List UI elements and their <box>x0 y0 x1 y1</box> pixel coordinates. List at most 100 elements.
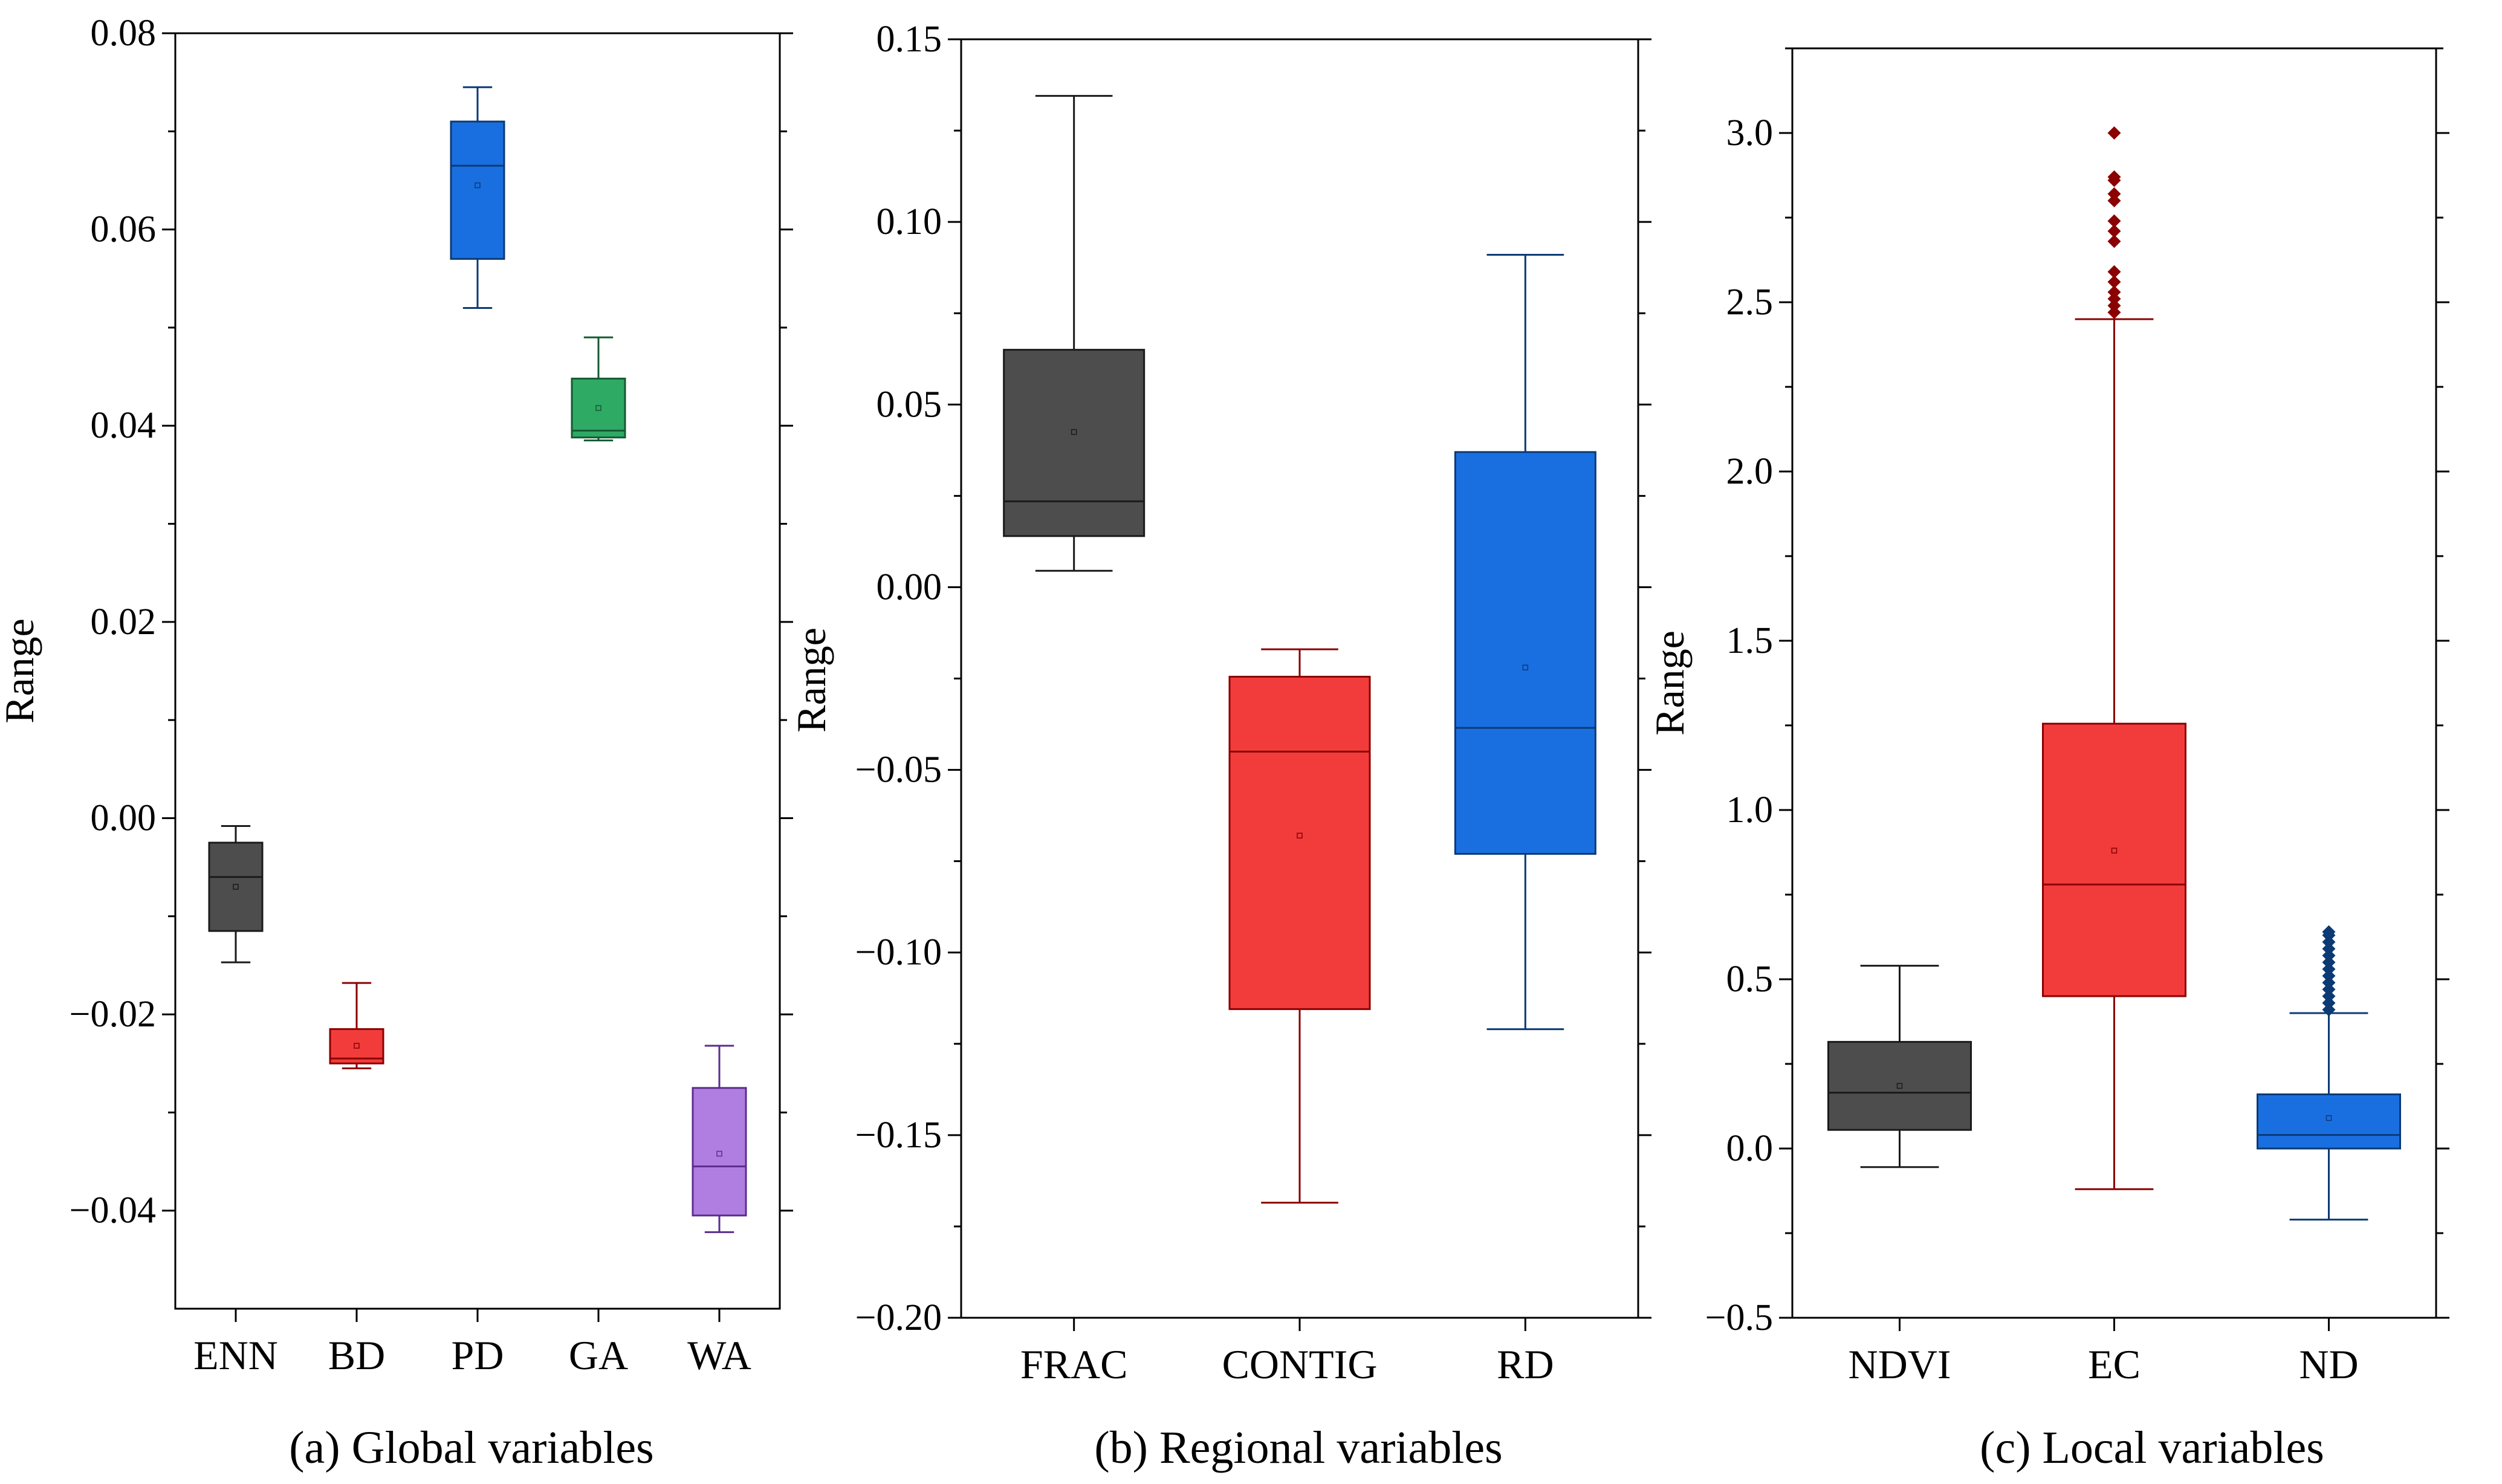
mean-marker <box>2111 847 2118 854</box>
box-body <box>208 841 264 932</box>
outlier-point <box>2107 224 2121 238</box>
x-category-label: ND <box>2299 1341 2358 1387</box>
y-tick-label: −0.5 <box>1705 1297 1773 1338</box>
y-tick-label: 0.0 <box>1726 1128 1774 1169</box>
outlier-point <box>2322 982 2336 996</box>
y-tick-label: 0.5 <box>1726 959 1774 1000</box>
y-tick-label: −0.15 <box>855 1115 942 1156</box>
y-tick-label: 3.0 <box>1726 112 1774 154</box>
x-category-label: EC <box>2088 1341 2141 1387</box>
mean-marker <box>2325 1115 2332 1121</box>
outlier-point <box>2107 126 2121 140</box>
mean-marker <box>475 182 481 189</box>
y-tick-label: 0.02 <box>91 601 157 643</box>
outlier-point <box>2322 1003 2336 1017</box>
box-ec: EC <box>2042 126 2186 1387</box>
outlier-point <box>2107 214 2121 228</box>
outlier-point <box>2107 235 2121 248</box>
outlier-point <box>2322 942 2336 956</box>
outlier-point <box>2107 305 2121 319</box>
mean-marker <box>354 1043 360 1049</box>
x-category-label: PD <box>452 1332 504 1378</box>
mean-marker <box>233 884 239 890</box>
outlier-point <box>2107 285 2121 299</box>
x-category-label: WA <box>687 1332 751 1378</box>
panel-1: −0.04 −0.02 0.00 0.02 0.04 0.06 0.08 Range ENN BD… <box>0 13 793 1473</box>
y-axis-title: Range <box>788 627 834 733</box>
x-category-label: GA <box>569 1332 628 1378</box>
y-axis-title: Range <box>0 618 42 724</box>
y-axis-title: Range <box>1647 630 1693 736</box>
box-body <box>1827 1041 1972 1131</box>
y-tick-label: 0.10 <box>877 201 942 242</box>
panel-caption: (b) Regional variables <box>1094 1422 1502 1473</box>
y-tick-label: −0.02 <box>70 994 156 1035</box>
y-tick-label: −0.04 <box>70 1190 156 1231</box>
x-category-label: ENN <box>193 1332 278 1378</box>
y-tick-label: −0.20 <box>855 1297 942 1338</box>
y-tick-label: 0.05 <box>877 384 942 425</box>
outlier-point <box>2322 969 2336 983</box>
box-ndvi: NDVI <box>1827 965 1972 1387</box>
mean-marker <box>1896 1083 1903 1089</box>
outlier-point <box>2107 265 2121 279</box>
x-category-label: RD <box>1497 1341 1554 1387</box>
outlier-point <box>2322 990 2336 1003</box>
x-category-label: FRAC <box>1020 1341 1128 1387</box>
mean-marker <box>595 405 601 411</box>
outlier-point <box>2322 925 2336 939</box>
outlier-point <box>2107 170 2121 184</box>
box-wa: WA <box>687 1045 751 1378</box>
y-tick-label: −0.10 <box>855 932 942 973</box>
x-category-label: CONTIG <box>1222 1341 1378 1387</box>
box-body <box>692 1087 747 1217</box>
mean-marker <box>1297 832 1303 839</box>
box-body <box>1228 675 1371 1010</box>
outlier-point <box>2322 948 2336 962</box>
y-tick-label: 0.00 <box>91 797 157 838</box>
y-tick-label: −0.05 <box>855 750 942 791</box>
panel-caption: (a) Global variables <box>289 1422 654 1473</box>
outlier-point <box>2107 194 2121 207</box>
panel-2: −0.20 −0.15 −0.10 −0.05 0.00 0.05 0.10 0.15 Rang… <box>788 19 1651 1473</box>
box-frac: FRAC <box>1003 95 1146 1387</box>
outlier-point <box>2107 275 2121 289</box>
box-rd: RD <box>1454 254 1596 1387</box>
outlier-point <box>2107 299 2121 313</box>
y-tick-label: 0.04 <box>91 405 157 446</box>
box-body <box>1003 349 1146 537</box>
panel-caption: (c) Local variables <box>1980 1422 2324 1473</box>
y-tick-label: 0.15 <box>877 19 942 60</box>
box-enn: ENN <box>193 825 278 1378</box>
outlier-point <box>2107 187 2121 201</box>
y-tick-label: 0.08 <box>91 13 157 54</box>
box-body <box>571 377 626 439</box>
box-ga: GA <box>569 336 628 1378</box>
outlier-point <box>2322 976 2336 990</box>
box-body <box>2257 1093 2401 1150</box>
y-tick-label: 2.5 <box>1726 282 1774 323</box>
panel-3: −0.5 0.0 0.5 1.0 1.5 2.0 2.5 3.0 Range NDVI EC ND (c… <box>1647 47 2449 1473</box>
box-bd: BD <box>328 982 385 1378</box>
x-category-label: NDVI <box>1849 1341 1951 1387</box>
mean-marker <box>1522 664 1529 671</box>
outlier-point <box>2322 935 2336 949</box>
outlier-point <box>2322 996 2336 1010</box>
box-nd: ND <box>2257 925 2401 1387</box>
outlier-point <box>2322 956 2336 969</box>
box-pd: PD <box>450 86 505 1378</box>
y-tick-label: 1.0 <box>1726 789 1774 831</box>
box-body <box>1454 451 1596 855</box>
box-body <box>2042 722 2186 997</box>
outlier-point <box>2322 962 2336 976</box>
box-contig: CONTIG <box>1222 648 1378 1387</box>
outlier-point <box>2107 292 2121 306</box>
y-tick-label: 1.5 <box>1726 620 1774 661</box>
box-body <box>450 120 505 260</box>
mean-marker <box>1071 429 1077 435</box>
y-tick-label: 2.0 <box>1726 451 1774 492</box>
mean-marker <box>716 1150 722 1157</box>
y-tick-label: 0.00 <box>877 566 942 608</box>
x-category-label: BD <box>328 1332 385 1378</box>
